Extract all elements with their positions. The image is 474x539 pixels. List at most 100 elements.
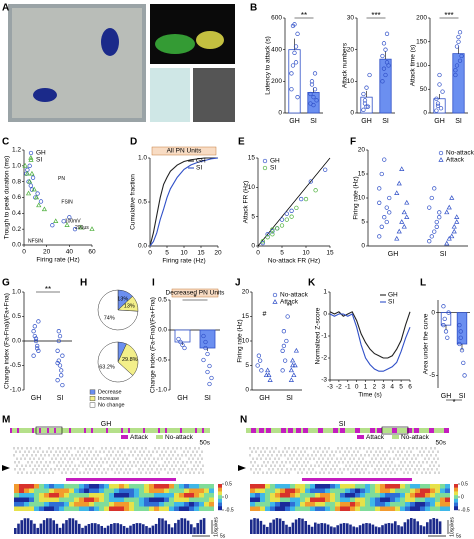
- data-point: [438, 106, 444, 111]
- data-point: [295, 95, 300, 100]
- heat-cell: [435, 488, 440, 493]
- heat-cell: [300, 484, 305, 489]
- attack-tick: [444, 428, 449, 433]
- data-point: [288, 377, 294, 382]
- data-point: [291, 372, 297, 378]
- y-tick-label: 10: [358, 195, 366, 202]
- heat-cell: [194, 502, 199, 507]
- heat-cell: [420, 484, 425, 489]
- legend-swatch: [272, 292, 278, 298]
- heat-cell: [184, 484, 189, 489]
- y-tick-label: 0.0: [12, 338, 21, 345]
- photo-cluster: [196, 31, 224, 49]
- heat-cell: [194, 506, 199, 511]
- psth-bar: [33, 523, 36, 534]
- zoom-box: [35, 426, 63, 435]
- psth-bar: [256, 518, 259, 534]
- data-point: [361, 107, 366, 112]
- heat-cell: [189, 497, 194, 502]
- data-point: [205, 369, 210, 375]
- data-point: [281, 329, 287, 334]
- psth-bar: [301, 518, 304, 534]
- attack-tick: [106, 428, 108, 433]
- data-point: [382, 157, 387, 162]
- heat-cell: [430, 488, 435, 493]
- data-point: [55, 378, 60, 383]
- heat-cell: [320, 493, 325, 498]
- heat-cell: [149, 493, 154, 498]
- heat-cell: [295, 493, 300, 498]
- y-axis-label: Attack time (s): [410, 45, 417, 87]
- heat-cell: [375, 502, 380, 507]
- data-point: [176, 336, 181, 342]
- heat-cell: [280, 493, 285, 498]
- panel-label: N: [240, 415, 247, 426]
- data-point: [55, 360, 60, 366]
- legend-swatch: [28, 150, 34, 156]
- heat-cell: [295, 484, 300, 489]
- heat-cell: [415, 488, 420, 493]
- heat-cell: [49, 484, 54, 489]
- data-point: [289, 71, 294, 76]
- heat-cell: [370, 493, 375, 498]
- psth-bar: [429, 519, 432, 534]
- heat-cell: [400, 506, 405, 511]
- y-tick-label: 15: [358, 171, 366, 178]
- heat-cell: [315, 502, 320, 507]
- psth-bar: [419, 525, 423, 534]
- data-point: [456, 39, 461, 44]
- heat-cell: [24, 484, 29, 489]
- heat-cell: [320, 488, 325, 493]
- psth-bar: [365, 523, 368, 534]
- heat-cell: [305, 484, 310, 489]
- y-tick-label: 0.5: [158, 297, 167, 304]
- x-tick-label: GH: [289, 118, 300, 125]
- heat-cell: [415, 493, 420, 498]
- heat-cell: [109, 506, 114, 511]
- psth-bar: [403, 522, 407, 534]
- heat-cell: [89, 488, 94, 493]
- heat-cell: [144, 493, 149, 498]
- psth-bar: [199, 519, 203, 534]
- psth-bar: [170, 527, 174, 534]
- heat-cell: [89, 484, 94, 489]
- heat-cell: [84, 488, 89, 493]
- colorbar-label: 0: [461, 494, 464, 500]
- data-point: [50, 223, 55, 228]
- y-tick-label: 20: [358, 147, 366, 154]
- heat-cell: [310, 493, 315, 498]
- heat-cell: [355, 493, 360, 498]
- data-point: [31, 186, 37, 192]
- photo-floor: [12, 8, 142, 118]
- heat-cell: [285, 506, 290, 511]
- psth-bar: [435, 518, 439, 534]
- heat-cell: [64, 493, 69, 498]
- attack-tick: [180, 428, 182, 433]
- psth-bar: [352, 526, 355, 534]
- heat-cell: [49, 497, 54, 502]
- attack-tick: [392, 428, 397, 433]
- data-point: [289, 208, 294, 213]
- heat-cell: [250, 493, 255, 498]
- heat-cell: [415, 484, 420, 489]
- data-point: [293, 60, 299, 65]
- psth-bar: [158, 518, 161, 534]
- data-point: [442, 316, 447, 322]
- heat-cell: [295, 497, 300, 502]
- psth-bar: [317, 523, 320, 534]
- data-point: [394, 190, 400, 195]
- psth-bar: [269, 522, 272, 534]
- y-tick-label: 10: [347, 78, 355, 85]
- psth-bar: [282, 520, 285, 534]
- psth-bar: [259, 520, 263, 534]
- legend-label: Attack: [130, 434, 149, 441]
- data-point: [459, 348, 465, 353]
- heat-cell: [340, 506, 345, 511]
- heat-cell: [390, 488, 395, 493]
- psth-bar: [46, 518, 49, 534]
- data-point: [281, 343, 287, 349]
- data-point: [59, 373, 64, 378]
- heat-cell: [290, 497, 295, 502]
- panel-label: E: [238, 137, 245, 148]
- heat-cell: [204, 506, 209, 511]
